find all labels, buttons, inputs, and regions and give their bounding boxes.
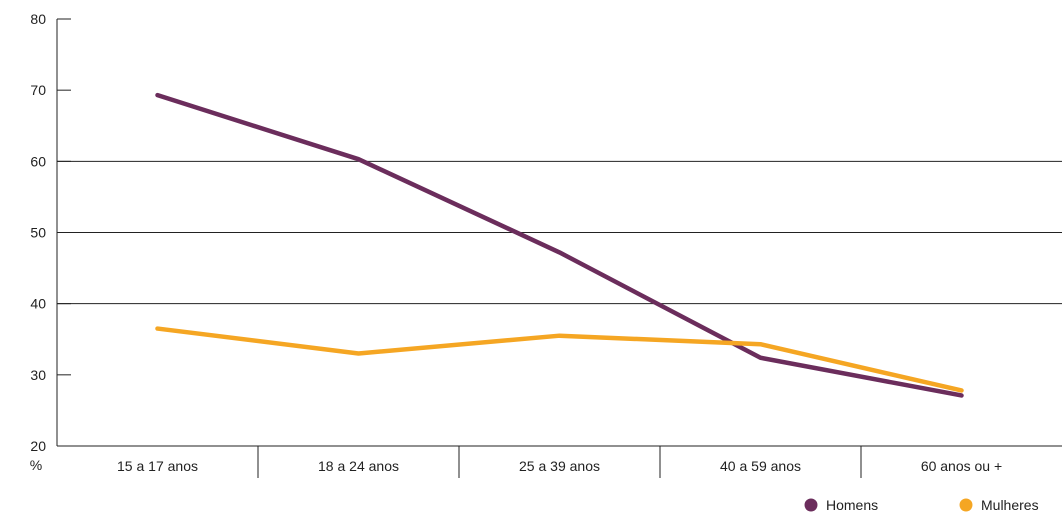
legend: Homens Mulheres xyxy=(804,497,1039,513)
series-line-mulheres xyxy=(155,326,964,393)
gridlines xyxy=(57,160,1062,305)
y-tick-label-50: 50 xyxy=(30,225,46,241)
legend-label-homens: Homens xyxy=(826,497,878,513)
series-line-homens xyxy=(155,92,964,398)
y-tick-label-80: 80 xyxy=(30,11,46,27)
y-tick-label-40: 40 xyxy=(30,296,46,312)
y-axis-unit: % xyxy=(30,457,42,473)
legend-label-mulheres: Mulheres xyxy=(981,497,1039,513)
y-tick-label-70: 70 xyxy=(30,82,46,98)
x-category-label-2: 25 a 39 anos xyxy=(519,458,600,474)
y-tick-label-60: 60 xyxy=(30,153,46,169)
legend-marker-mulheres xyxy=(959,498,973,512)
x-axis-categories: 15 a 17 anos 18 a 24 anos 25 a 39 anos 40 a… xyxy=(117,446,1002,478)
y-tick-label-30: 30 xyxy=(30,367,46,383)
x-category-label-3: 40 a 59 anos xyxy=(720,458,801,474)
series-lines xyxy=(155,92,964,398)
x-category-label-1: 18 a 24 anos xyxy=(318,458,399,474)
y-axis-ticks: 20 30 40 50 60 70 80 xyxy=(30,11,71,454)
x-category-label-0: 15 a 17 anos xyxy=(117,458,198,474)
legend-marker-homens xyxy=(804,498,818,512)
y-tick-label-20: 20 xyxy=(30,438,46,454)
x-category-label-4: 60 anos ou + xyxy=(921,458,1002,474)
